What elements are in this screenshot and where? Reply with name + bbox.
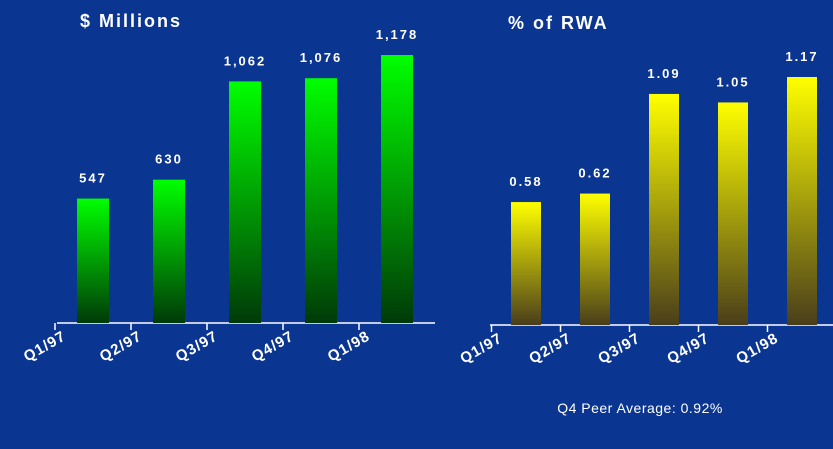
- x-tick-label: Q1/98: [733, 330, 781, 368]
- chart-title: % of RWA: [508, 13, 609, 33]
- bar: [77, 198, 109, 323]
- value-label: 1,076: [300, 50, 343, 65]
- bar: [229, 81, 261, 323]
- value-label: 630: [155, 152, 183, 167]
- bar: [153, 179, 185, 323]
- bar: [787, 77, 817, 325]
- bar: [305, 78, 337, 323]
- x-tick-label: Q4/97: [249, 328, 297, 366]
- value-label: 0.58: [509, 174, 542, 189]
- value-label: 1.05: [716, 74, 749, 89]
- bar: [718, 102, 748, 325]
- bar: [511, 202, 541, 325]
- chart-title: $ Millions: [80, 11, 182, 31]
- bar: [580, 193, 610, 325]
- value-label: 1,178: [376, 27, 419, 42]
- bar: [381, 55, 413, 323]
- value-label: 547: [79, 171, 107, 186]
- x-tick-label: Q1/98: [325, 328, 373, 366]
- x-tick-label: Q2/97: [526, 330, 574, 368]
- x-tick-label: Q4/97: [664, 330, 712, 368]
- value-label: 1.09: [647, 66, 680, 81]
- x-tick-label: Q2/97: [97, 328, 145, 366]
- x-tick-label: Q1/97: [457, 330, 505, 368]
- value-label: 1.17: [785, 49, 818, 64]
- x-tick-label: Q3/97: [173, 328, 221, 366]
- value-label: 0.62: [578, 166, 611, 181]
- bar: [649, 93, 679, 325]
- x-tick-label: Q3/97: [595, 330, 643, 368]
- annotation: Q4 Peer Average: 0.92%: [557, 400, 723, 416]
- x-tick-label: Q1/97: [21, 328, 69, 366]
- value-label: 1,062: [224, 53, 267, 68]
